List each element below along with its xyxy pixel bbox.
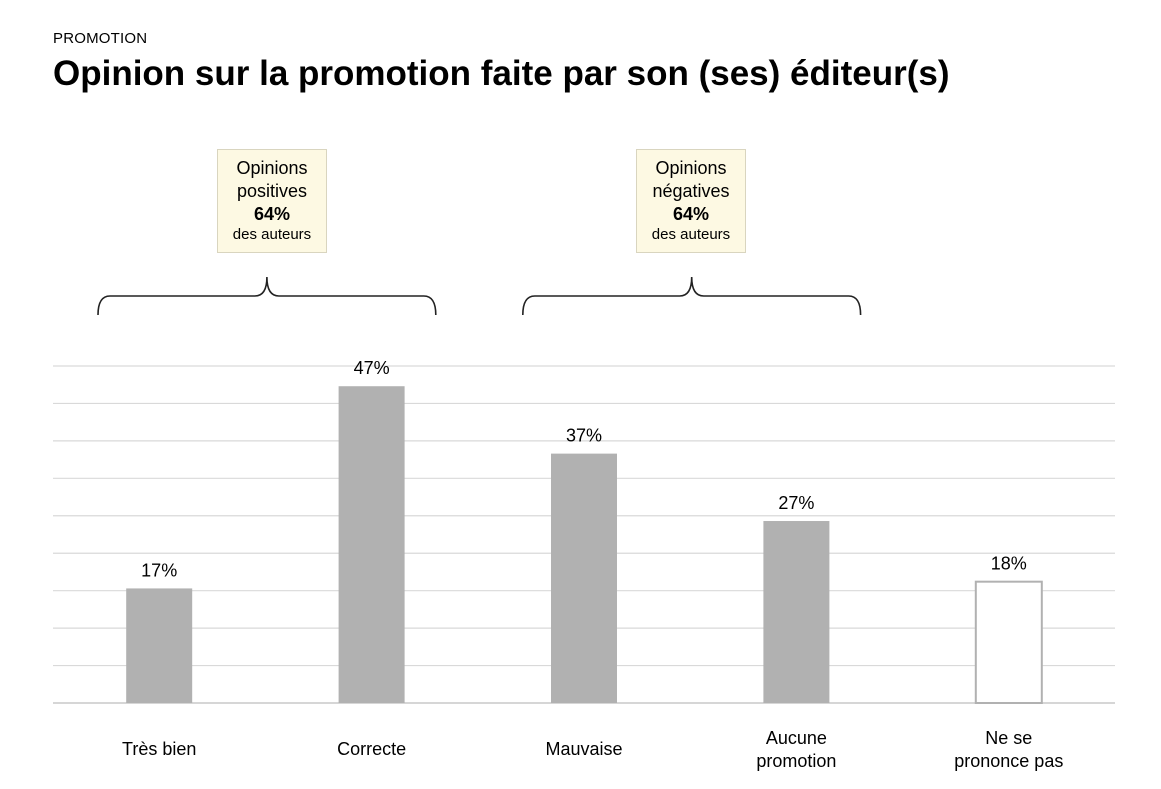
x-tick-label: Mauvaise — [545, 739, 622, 759]
callout-positive-line1: Opinions — [236, 158, 308, 178]
callout-negative-value: 64% — [672, 204, 710, 224]
bar — [338, 386, 405, 703]
group-brace — [522, 276, 862, 316]
data-label: 27% — [778, 493, 814, 513]
data-label: 47% — [354, 358, 390, 378]
x-tick-label: Ne se prononce pas — [954, 728, 1063, 771]
bar — [974, 580, 1043, 704]
x-tick-label: Correcte — [337, 739, 406, 759]
page-title: Opinion sur la promotion faite par son (… — [53, 54, 950, 93]
callout-negative-line1: Opinions — [655, 158, 727, 178]
bar — [551, 453, 617, 703]
callout-negative-sub: des auteurs — [651, 226, 731, 243]
data-label: 37% — [566, 426, 602, 446]
callout-positive-line2: positives — [236, 181, 308, 201]
callout-positive-value: 64% — [253, 204, 291, 224]
x-tick-label: Aucune promotion — [756, 728, 836, 771]
callout-negative: Opinions négatives 64% des auteurs — [636, 149, 746, 253]
x-tick-label: Très bien — [122, 739, 196, 759]
bar — [763, 521, 830, 703]
data-label: 18% — [991, 554, 1027, 574]
section-overline: PROMOTION — [53, 30, 148, 47]
callout-positive-sub: des auteurs — [232, 226, 312, 243]
bar — [126, 588, 193, 703]
callout-negative-line2: négatives — [652, 181, 730, 201]
group-brace — [97, 276, 437, 316]
data-label: 17% — [141, 560, 177, 580]
callout-positive: Opinions positives 64% des auteurs — [217, 149, 327, 253]
